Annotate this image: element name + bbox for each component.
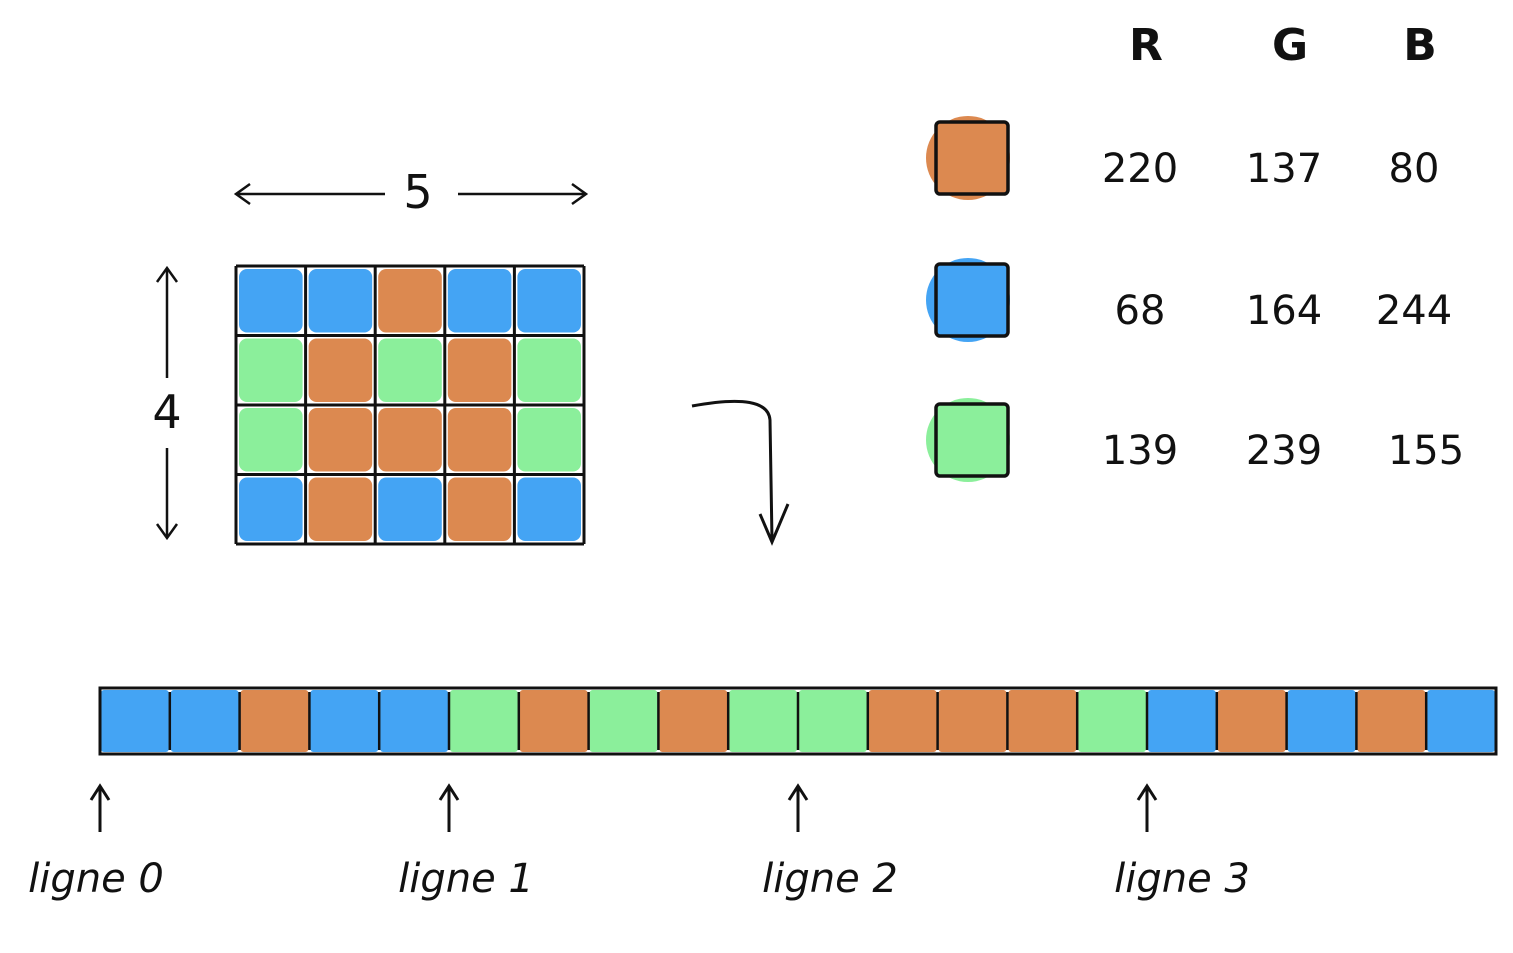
- height-dimension: 4: [152, 265, 182, 541]
- grid-cell-0-2: [378, 269, 442, 333]
- grid-cell-3-3: [447, 477, 512, 541]
- strip-cell-11: [868, 690, 937, 752]
- rgb-table: R G B 220 137 80 68 164 244 139 239 155: [926, 20, 1464, 482]
- strip-cell-14: [1078, 690, 1146, 752]
- rgb-value-green-b: 155: [1388, 428, 1464, 474]
- grid-cell-2-2: [378, 408, 442, 472]
- strip-cell-13: [1008, 690, 1077, 752]
- strip-cell-8: [659, 690, 728, 752]
- rgb-value-blue-g: 164: [1246, 288, 1322, 334]
- grid-cell-3-1: [308, 477, 373, 541]
- strip-cell-1: [170, 690, 239, 752]
- strip-cell-4: [380, 690, 448, 752]
- rgb-header-g: G: [1272, 20, 1308, 71]
- swatch-green: [934, 402, 1010, 478]
- height-label: 4: [152, 385, 181, 439]
- strip-cell-17: [1287, 690, 1356, 752]
- row-marker-arrowhead-3: [1136, 783, 1158, 801]
- swatch-orange: [934, 120, 1010, 196]
- bent-arrow: [691, 399, 790, 546]
- grid-cell-3-2: [378, 477, 442, 541]
- rgb-header-r: R: [1129, 20, 1163, 71]
- grid-cell-0-1: [308, 269, 373, 333]
- row-label-2: ligne 2: [762, 856, 898, 902]
- grid-cell-1-4: [517, 338, 581, 402]
- strip-cell-0: [101, 690, 169, 752]
- row-marker-arrowhead-1: [438, 783, 460, 801]
- strip-cell-12: [938, 690, 1007, 752]
- grid-cell-1-3: [447, 338, 512, 402]
- grid-cell-0-0: [239, 269, 303, 333]
- grid-cell-2-0: [239, 408, 303, 472]
- grid-cell-2-1: [308, 408, 373, 472]
- grid-cell-2-4: [517, 408, 581, 472]
- width-label: 5: [403, 165, 432, 219]
- pixel-grid: [234, 264, 586, 546]
- rgb-value-green-g: 239: [1246, 428, 1322, 474]
- rgb-value-green-r: 139: [1102, 428, 1178, 474]
- width-dimension: 5: [233, 165, 589, 219]
- strip-cell-16: [1217, 690, 1286, 752]
- grid-cell-1-2: [378, 338, 442, 402]
- grid-cell-3-4: [517, 477, 581, 541]
- strip-cell-18: [1357, 690, 1426, 752]
- row-label-1: ligne 1: [398, 856, 534, 902]
- grid-cell-0-4: [517, 269, 581, 333]
- strip-cell-6: [519, 690, 588, 752]
- grid-cell-1-1: [308, 338, 373, 402]
- rgb-value-orange-g: 137: [1246, 146, 1322, 192]
- rgb-value-blue-b: 244: [1376, 288, 1452, 334]
- grid-cell-2-3: [447, 408, 512, 472]
- strip-cell-15: [1148, 690, 1216, 752]
- row-label-3: ligne 3: [1114, 856, 1250, 902]
- strip-border: [98, 686, 1498, 756]
- strip-cell-2: [240, 690, 309, 752]
- rgb-value-orange-r: 220: [1102, 146, 1178, 192]
- rgb-header-b: B: [1403, 20, 1437, 71]
- row-marker-arrowhead-0: [89, 783, 111, 801]
- grid-cell-1-0: [239, 338, 303, 402]
- swatch-blue: [934, 262, 1010, 338]
- grid-cell-3-0: [239, 477, 303, 541]
- row-label-0: ligne 0: [28, 856, 164, 902]
- strip-cell-5: [450, 690, 518, 752]
- flattened-strip: [98, 686, 1498, 756]
- grid-cell-0-3: [447, 269, 512, 333]
- strip-cell-3: [310, 690, 379, 752]
- rgb-value-blue-r: 68: [1115, 288, 1166, 334]
- strip-cell-19: [1427, 690, 1495, 752]
- strip-cell-7: [589, 690, 658, 752]
- row-markers: ligne 0 ligne 1 ligne 2 ligne 3: [28, 783, 1250, 902]
- row-marker-arrowhead-2: [787, 783, 809, 801]
- strip-cell-9: [729, 690, 797, 752]
- strip-cell-10: [799, 690, 867, 752]
- rgb-value-orange-b: 80: [1389, 146, 1440, 192]
